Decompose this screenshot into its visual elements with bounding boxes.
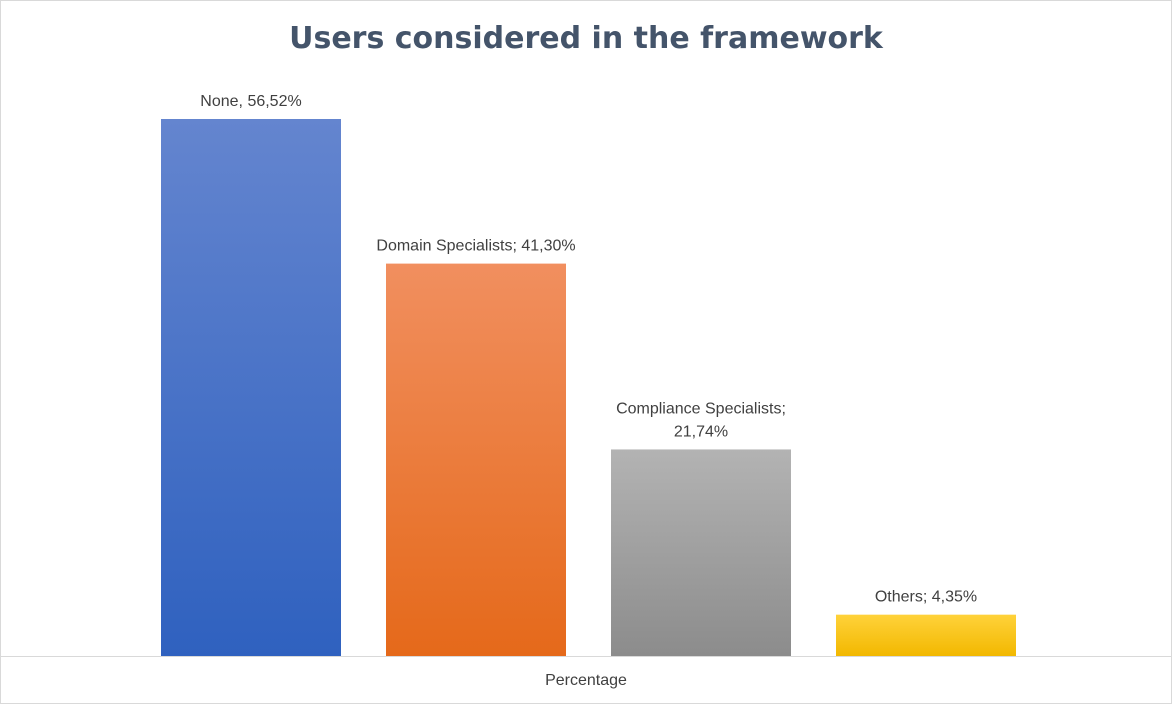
bar-domain-specialists [386,263,566,656]
data-label-none: None, 56,52% [200,93,301,110]
x-axis-label: Percentage [545,672,627,689]
bar-others [836,614,1016,656]
bar-none [161,119,341,656]
data-label-compliance-specialists-line-1: Compliance Specialists; [616,400,786,417]
bar-compliance-specialists [611,449,791,656]
data-label-domain-specialists: Domain Specialists; 41,30% [376,238,575,255]
chart-title: Users considered in the framework [289,21,883,56]
data-label-others: Others; 4,35% [875,589,977,606]
data-label-compliance-specialists-line-2: 21,74% [674,423,728,440]
